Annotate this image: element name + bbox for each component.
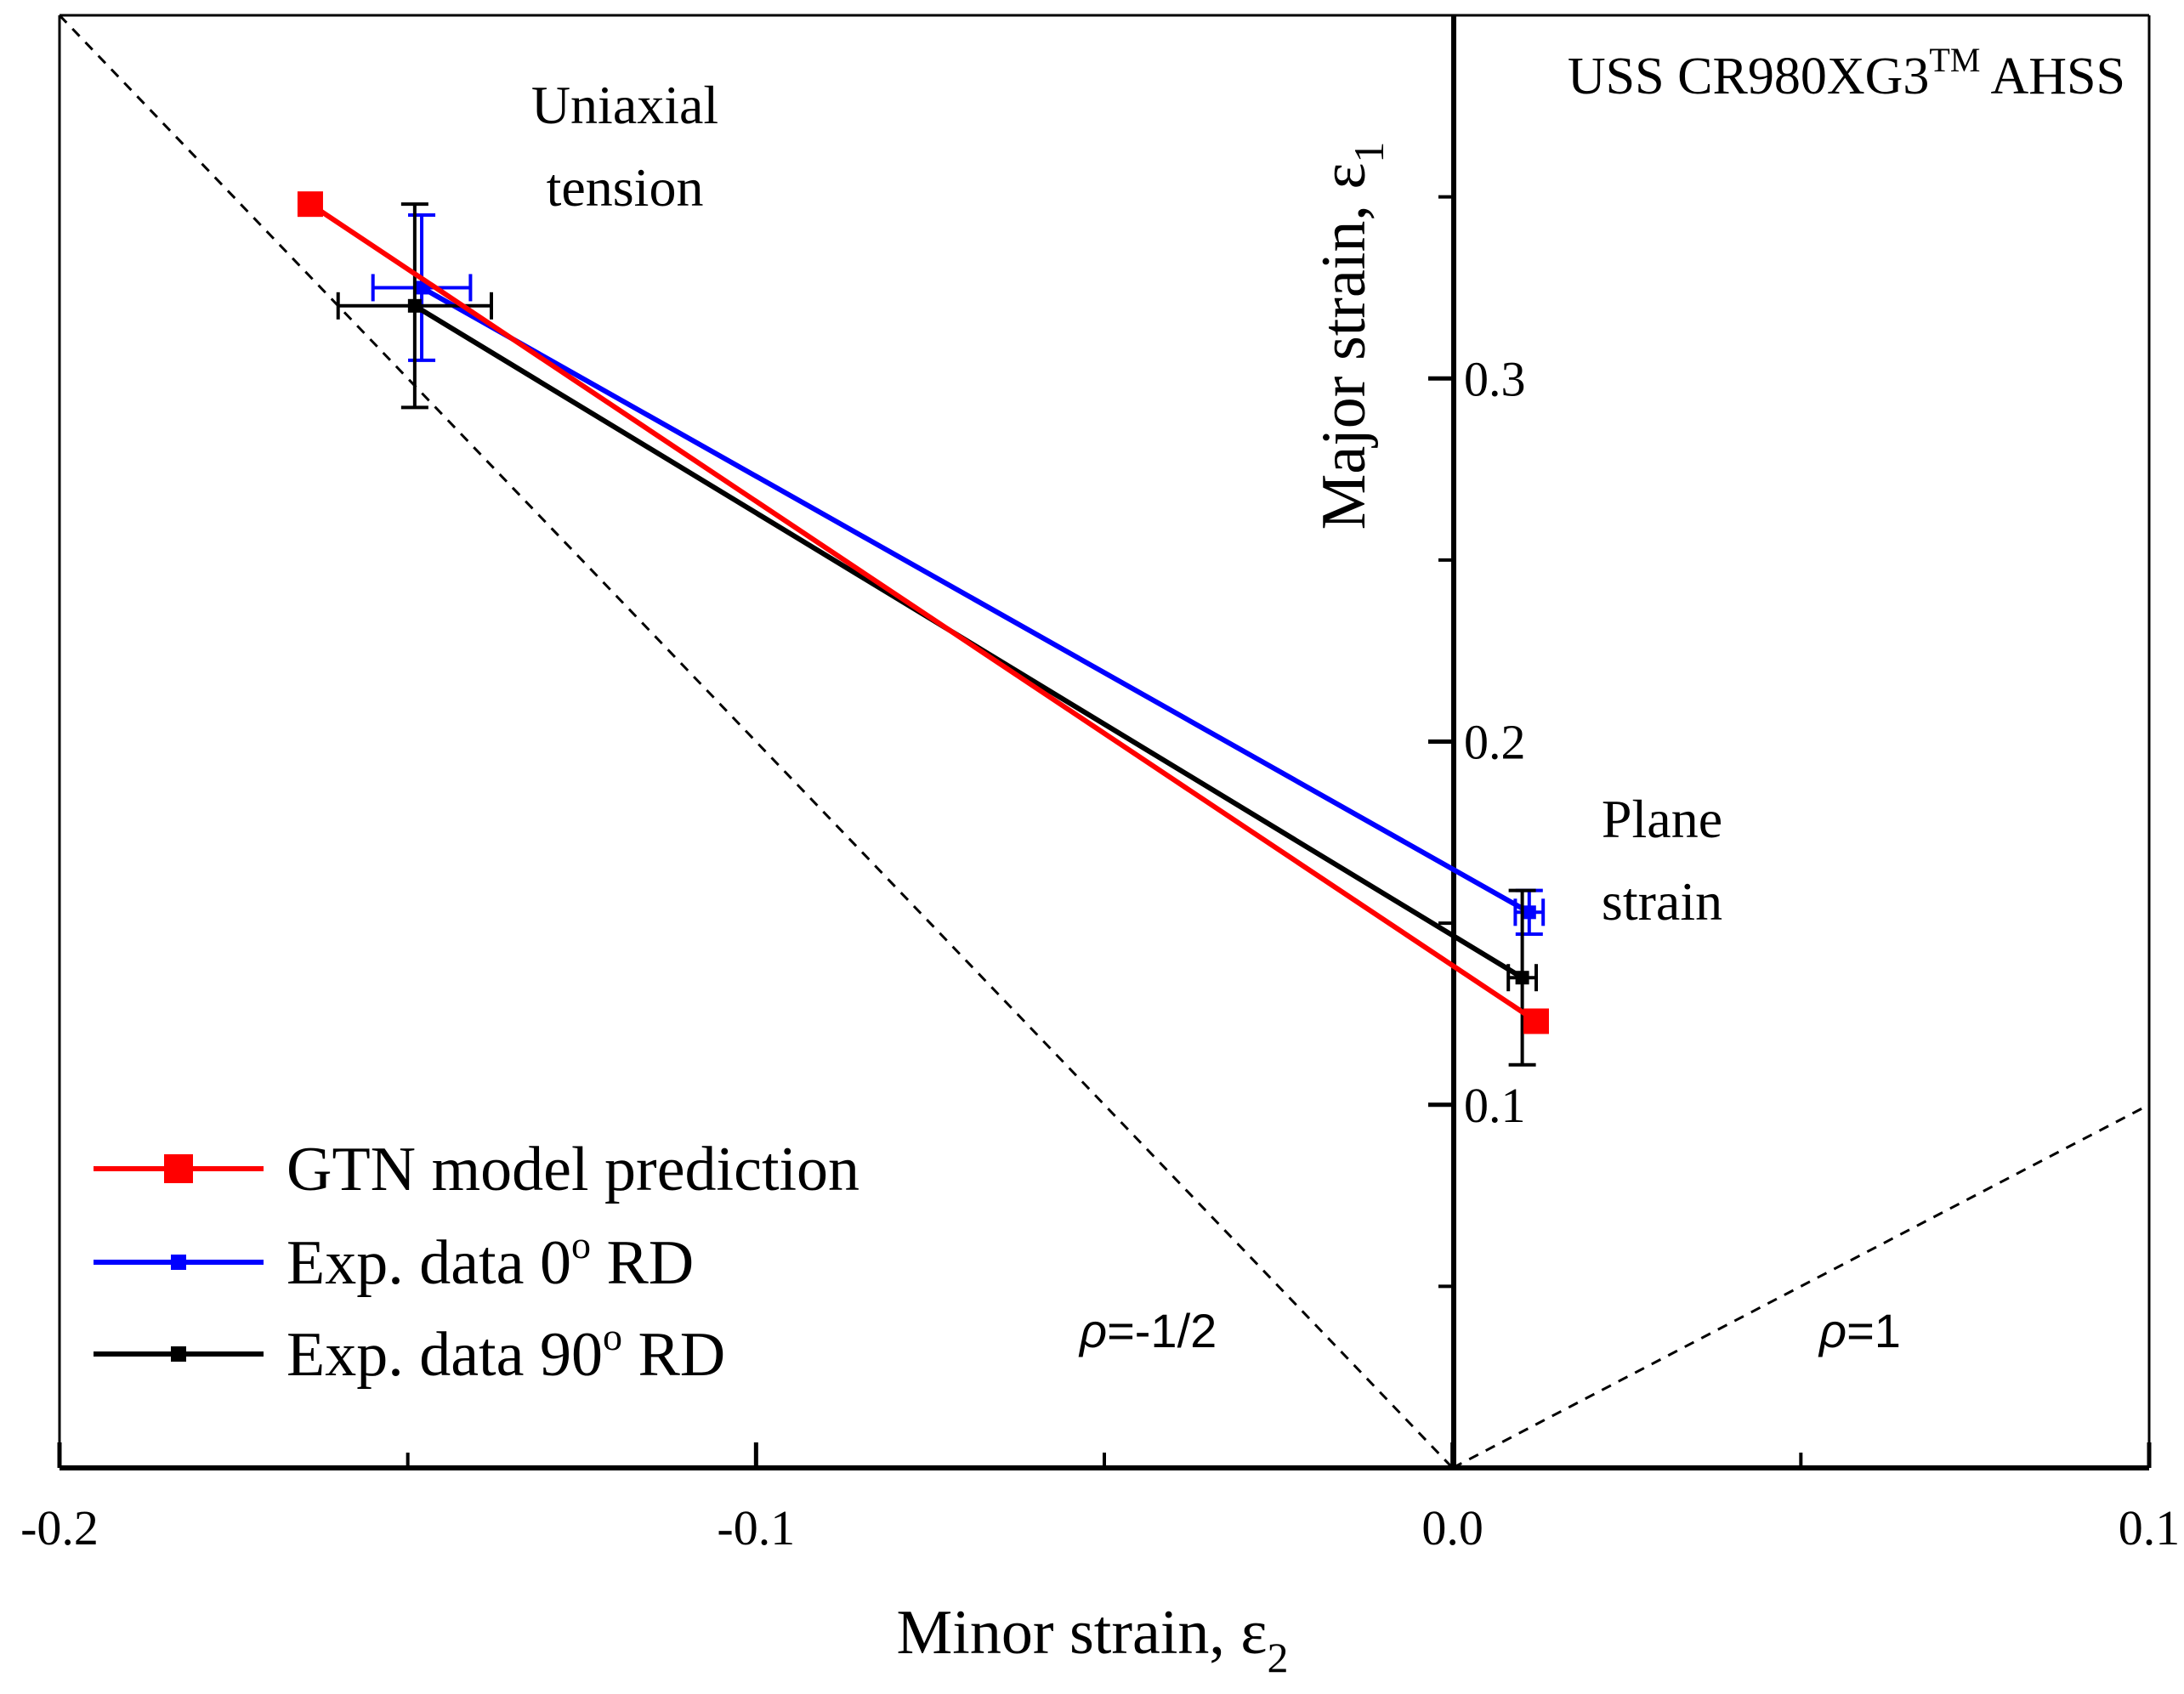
rho-one-label: ρ=1 — [1818, 1304, 1901, 1357]
series-layer — [297, 191, 1549, 1067]
series-1 — [371, 212, 1546, 936]
series-line — [309, 201, 1538, 1023]
axes: -0.2 -0.1 0.0 0.1 0.1 0.2 0.3 — [20, 14, 2181, 1555]
reference-line-1 — [1451, 1103, 2150, 1470]
legend-entry-exp0: Exp. data 0o RD — [94, 1223, 694, 1298]
annotation-plane-line1: Plane — [1602, 789, 1722, 849]
legend-marker-gtn — [164, 1154, 193, 1183]
legend-label-exp0: Exp. data 0o RD — [286, 1223, 694, 1298]
data-point-marker — [415, 280, 429, 295]
x-tick-label: 0.1 — [2119, 1500, 2181, 1555]
data-point-marker — [407, 298, 422, 313]
rho-minus-half-label: ρ=-1/2 — [1078, 1304, 1217, 1357]
x-axis-label: Minor strain, ε2 — [897, 1598, 1289, 1681]
y-axis-label: Major strain, ε1 — [1309, 142, 1393, 530]
x-tick-label: -0.1 — [717, 1500, 795, 1555]
y-tick-label: 0.2 — [1464, 715, 1526, 770]
legend-label-exp90: Exp. data 90o RD — [286, 1315, 725, 1390]
annotation-uniaxial-line2: tension — [547, 157, 704, 218]
reference-lines — [58, 14, 2150, 1470]
data-point-marker — [1515, 971, 1529, 985]
series-line — [420, 285, 1531, 915]
annotation-uniaxial-line1: Uniaxial — [531, 75, 718, 135]
legend-marker-exp90 — [171, 1346, 186, 1362]
chart-title: USS CR980XG3TM AHSS — [1568, 41, 2125, 105]
data-point-marker — [1522, 905, 1536, 920]
legend: GTN model prediction Exp. data 0o RD Exp… — [94, 1135, 859, 1390]
x-tick-label: 0.0 — [1421, 1500, 1483, 1555]
legend-marker-exp0 — [171, 1255, 186, 1270]
legend-entry-gtn: GTN model prediction — [94, 1135, 859, 1204]
legend-label-gtn: GTN model prediction — [286, 1135, 859, 1204]
y-tick-label: 0.1 — [1464, 1078, 1526, 1133]
annotation-plane-line2: strain — [1602, 871, 1722, 932]
x-tick-label: -0.2 — [20, 1500, 99, 1555]
series-0 — [297, 191, 1549, 1034]
data-point-marker — [1523, 1008, 1549, 1034]
y-tick-label: 0.3 — [1464, 351, 1526, 406]
data-point-marker — [297, 191, 323, 218]
legend-entry-exp90: Exp. data 90o RD — [94, 1315, 725, 1390]
